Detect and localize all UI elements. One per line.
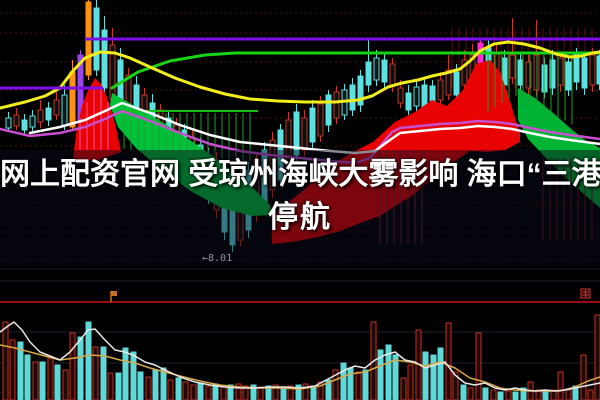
headline-line-1: 网上配资官网 受琼州海峡大雾影响 海口“三港” xyxy=(0,158,600,191)
red-band-left xyxy=(74,78,121,160)
headline-dim-overlay xyxy=(0,150,600,266)
price-ma-lines xyxy=(0,40,600,165)
ma-green xyxy=(110,51,600,90)
stamp-marker-icon xyxy=(580,288,591,299)
volume-ma-lines xyxy=(0,321,600,392)
headline-line-2: 停航 xyxy=(268,201,332,234)
green-band-left xyxy=(110,93,272,216)
ma-white xyxy=(28,101,600,155)
vol-ma-white xyxy=(0,321,600,392)
green-band-right xyxy=(518,88,600,208)
volume-bars xyxy=(2,314,600,400)
ma-yellow xyxy=(0,40,600,110)
ma-magenta xyxy=(0,109,600,165)
low-price-label: ←8.01 xyxy=(202,253,232,264)
indicator-bands xyxy=(74,60,600,244)
price-hatch-front xyxy=(79,55,593,244)
level-lines xyxy=(0,37,600,90)
headline-overlay: 网上配资官网 受琼州海峡大雾影响 海口“三港” 停航 xyxy=(0,153,600,239)
chart-markers xyxy=(110,288,591,302)
flag-marker-icon xyxy=(110,291,117,302)
price-low-label: ←8.01 xyxy=(202,253,232,264)
red-band-right xyxy=(272,60,520,244)
